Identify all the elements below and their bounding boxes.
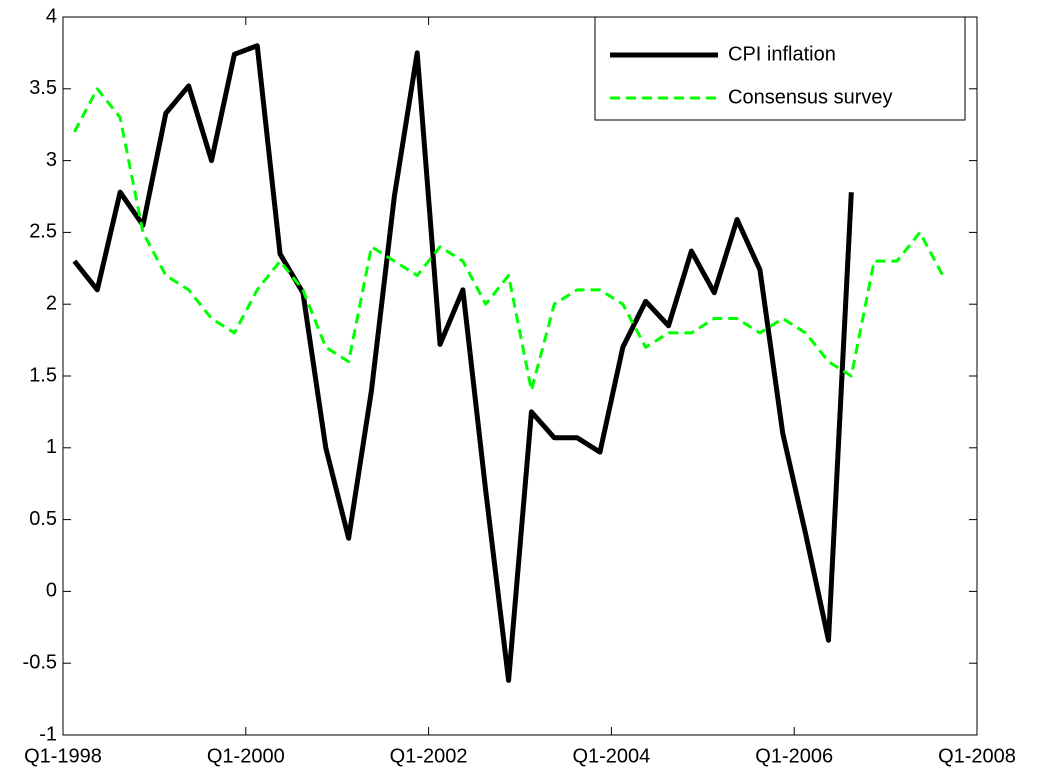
- y-tick-label: 3: [46, 149, 57, 171]
- y-tick-label: 1.5: [29, 364, 57, 386]
- y-tick-label: 4: [46, 5, 57, 27]
- x-tick-label: Q1-2008: [938, 745, 1016, 767]
- y-tick-label: 1: [46, 436, 57, 458]
- y-tick-label: -1: [39, 723, 57, 745]
- legend-box: [594, 16, 966, 121]
- data-line: [72, 43, 854, 683]
- y-tick-label: 2: [46, 292, 57, 314]
- x-tick-label: Q1-2004: [572, 745, 650, 767]
- y-tick-label: -0.5: [23, 651, 57, 673]
- x-tick-label: Q1-2006: [755, 745, 833, 767]
- x-tick-label: Q1-1998: [24, 745, 102, 767]
- y-tick-label: 3.5: [29, 77, 57, 99]
- legend-label: CPI inflation: [728, 43, 836, 65]
- y-tick-label: 0: [46, 580, 57, 602]
- legend-label: Consensus survey: [728, 86, 893, 108]
- y-tick-label: 0.5: [29, 508, 57, 530]
- x-tick-label: Q1-2000: [207, 745, 285, 767]
- data-line: [73, 87, 945, 392]
- y-tick-label: 2.5: [29, 221, 57, 243]
- x-tick-label: Q1-2002: [390, 745, 468, 767]
